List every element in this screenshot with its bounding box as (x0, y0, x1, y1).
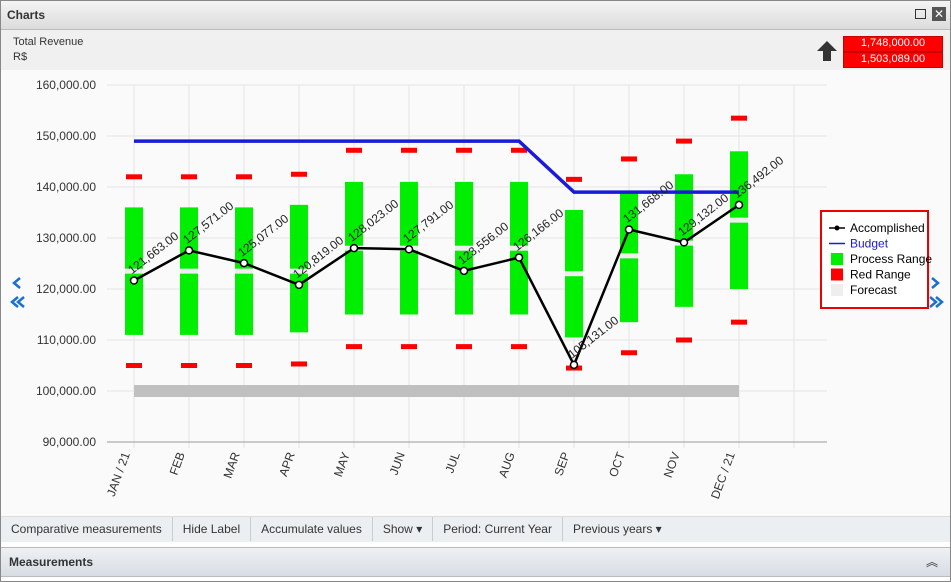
legend-label: Budget (850, 237, 889, 251)
red-range-mark (291, 171, 307, 177)
forecast-mark (125, 268, 143, 274)
y-tick-label: 140,000.00 (36, 180, 96, 194)
toolbar-item[interactable]: Period: Current Year (433, 517, 563, 541)
x-tick-label: JUL (442, 450, 463, 475)
forecast-mark (730, 217, 748, 223)
toolbar-item[interactable]: Previous years ▾ (572, 522, 662, 536)
point (129, 276, 139, 285)
indicator-unit: R$ (13, 51, 28, 63)
point (459, 266, 469, 276)
trend-arrow (817, 41, 837, 61)
chart: 90,000.00 100,000.00 110,000.00 120,000.00 1… (1, 70, 950, 516)
red-range-mark (621, 156, 637, 162)
toolbar-item[interactable]: Comparative measurements (1, 517, 173, 541)
red-range-mark (236, 174, 252, 180)
indicator-name: Total Revenue (13, 36, 84, 48)
section-title: Measurements (9, 555, 94, 569)
red-range-mark (126, 174, 142, 180)
red-range-mark (401, 147, 417, 153)
red-range-mark (346, 344, 362, 350)
red-range-mark (731, 115, 747, 121)
line (133, 203, 740, 368)
forecast-mark (235, 268, 253, 274)
red-range-mark (346, 147, 362, 153)
point (734, 200, 744, 210)
indicator-header: Total Revenue R$ 1,748,000.00 1,503,089.… (1, 30, 950, 70)
y-tick-label: 90,000.00 (43, 435, 97, 449)
forecast-mark (180, 268, 198, 274)
toolbar-item[interactable]: Accumulate values (251, 517, 373, 541)
point (624, 225, 634, 234)
red-range-mark (291, 361, 307, 367)
forecast-mark (565, 271, 583, 277)
red-range-mark (181, 363, 197, 368)
point (294, 280, 304, 290)
point (679, 238, 689, 247)
y-tick-label: 100,000.00 (36, 384, 96, 398)
red-range-mark (236, 363, 252, 368)
y-tick-label: 150,000.00 (36, 129, 96, 143)
red-range-mark (621, 350, 637, 356)
forecast-mark (620, 253, 638, 259)
forecast-mark (510, 245, 528, 251)
process-range-bar (290, 204, 308, 333)
point (514, 253, 524, 262)
indicator-value: 1,503,089.00 (843, 52, 943, 68)
legend-label: Red Range (850, 268, 911, 282)
band (134, 385, 739, 397)
red-range-mark (731, 319, 747, 325)
point (569, 360, 579, 370)
legend-label: Process Range (850, 252, 932, 266)
red-range-mark (676, 138, 692, 144)
close-button[interactable]: ✕ (932, 7, 946, 21)
red-range-mark (511, 147, 527, 153)
title-bar: Charts ✕ (1, 1, 950, 30)
toolbar-item[interactable]: Hide Label (173, 517, 252, 541)
legend-label: Forecast (850, 283, 897, 297)
red-range-mark (456, 147, 472, 153)
point (239, 258, 249, 268)
y-tick-label: 130,000.00 (36, 231, 96, 245)
nav-arrows[interactable] (10, 277, 944, 308)
legend-key (831, 253, 843, 265)
red-range-mark (126, 363, 142, 368)
red-range-mark (676, 337, 692, 343)
indicator-value: 1,748,000.00 (843, 36, 943, 52)
y-tick-label: 120,000.00 (36, 282, 96, 296)
y-tick-label: 110,000.00 (37, 333, 96, 347)
line (134, 139, 739, 194)
red-range-mark (566, 176, 582, 182)
red-range-mark (456, 344, 472, 350)
measurements-bar[interactable]: Measurements ︽ (1, 547, 950, 577)
red-range-mark (181, 174, 197, 180)
point (349, 243, 359, 253)
toolbar-item[interactable]: Show ▾ (373, 517, 434, 541)
y-tick-label: 160,000.00 (36, 78, 96, 92)
window-title: Charts (7, 8, 46, 22)
legend-key (831, 268, 843, 281)
point (404, 245, 414, 254)
toolbar: Comparative measurements Hide Label Accumu… (1, 516, 950, 542)
forecast-mark (455, 245, 473, 251)
forecast-mark (290, 268, 308, 274)
point (184, 246, 194, 255)
red-range-mark (511, 344, 527, 350)
collapse-icon[interactable]: ︽ (925, 555, 938, 569)
legend-key (834, 225, 840, 231)
red-range-mark (401, 344, 417, 350)
legend-key (831, 284, 843, 296)
legend-label: Accomplished (850, 221, 925, 235)
maximize-button[interactable] (915, 9, 926, 19)
